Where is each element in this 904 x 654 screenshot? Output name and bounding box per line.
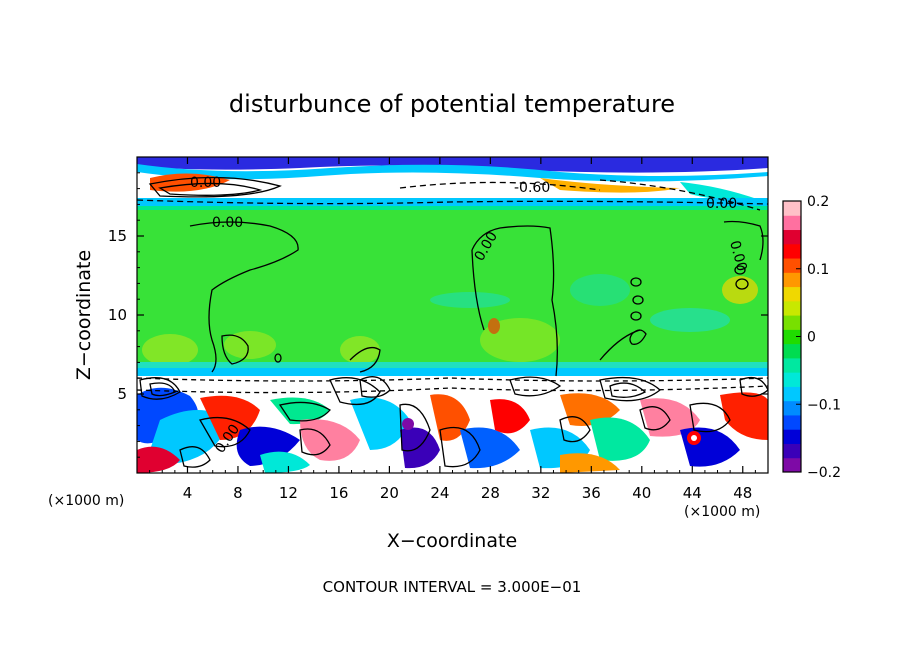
y-axis-label: Z−coordinate: [73, 250, 95, 380]
x-unit-left: (×1000 m): [48, 493, 124, 509]
x-tick-label: 36: [582, 484, 601, 502]
x-tick-label: 20: [380, 484, 399, 502]
colorbar-swatch: [783, 300, 801, 316]
contour-label: 0.00: [706, 196, 737, 212]
colorbar-swatch: [783, 272, 801, 288]
colorbar-tick-label: 0.2: [807, 194, 829, 210]
colorbar-swatch: [783, 357, 801, 373]
colorbar-tick-label: −0.1: [807, 397, 841, 413]
colorbar-tick-label: 0: [807, 330, 816, 346]
colorbar-swatch: [783, 386, 801, 402]
contour-interval: CONTOUR INTERVAL = 3.000E−01: [323, 578, 582, 596]
x-tick-label: 48: [733, 484, 752, 502]
plot-area: [137, 157, 768, 473]
y-tick-label: 5: [117, 385, 127, 403]
colorbar-swatch: [783, 429, 801, 444]
x-tick-label: 28: [481, 484, 500, 502]
x-unit-right: (×1000 m): [684, 504, 760, 520]
colorbar-swatch: [783, 443, 801, 459]
x-tick-label: 32: [531, 484, 550, 502]
green-variations: [142, 274, 758, 366]
colorbar-swatch: [783, 243, 801, 259]
x-axis: 4 8 12 16 20 24 28 32 36 40 44 48: [149, 157, 756, 502]
colorbar-swatch: [783, 315, 801, 330]
colorbar-swatch: [783, 457, 801, 473]
colorbar-swatch: [783, 215, 801, 231]
x-tick-label: 4: [183, 484, 193, 502]
colorbar-tick-label: −0.2: [807, 465, 841, 481]
contours: [137, 176, 768, 468]
x-axis-label: X−coordinate: [387, 530, 517, 552]
colorbar-swatch: [783, 400, 801, 416]
colorbar-swatch: [783, 286, 801, 302]
colorbar-swatch: [783, 329, 801, 345]
contour-label: 0.00: [726, 239, 750, 273]
x-tick-label: 8: [233, 484, 243, 502]
x-tick-label: 44: [683, 484, 702, 502]
contour-label: 0.00: [190, 175, 221, 191]
colorbar-swatch: [783, 201, 801, 216]
x-tick-label: 24: [430, 484, 449, 502]
y-tick-label: 10: [108, 306, 127, 324]
x-tick-label: 40: [632, 484, 651, 502]
colorbar-swatch: [783, 414, 801, 430]
colorbar-swatch: [783, 343, 801, 359]
contour-label: 0.00: [212, 215, 243, 231]
contour-label: -0.60: [514, 180, 550, 196]
colorbar-tick-label: 0.1: [807, 262, 829, 278]
colorbar-swatch: [783, 229, 801, 245]
colorbar-swatch: [783, 372, 801, 387]
upper-band: [137, 157, 768, 210]
colorbar-swatch: [783, 258, 801, 273]
chart-title: disturbunce of potential temperature: [229, 90, 675, 118]
colorbar: 0.2 0.1 0 −0.1 −0.2: [782, 194, 841, 481]
x-tick-label: 12: [279, 484, 298, 502]
x-tick-label: 16: [329, 484, 348, 502]
y-tick-label: 15: [108, 227, 127, 245]
y-axis: 5 10 15: [108, 172, 768, 458]
